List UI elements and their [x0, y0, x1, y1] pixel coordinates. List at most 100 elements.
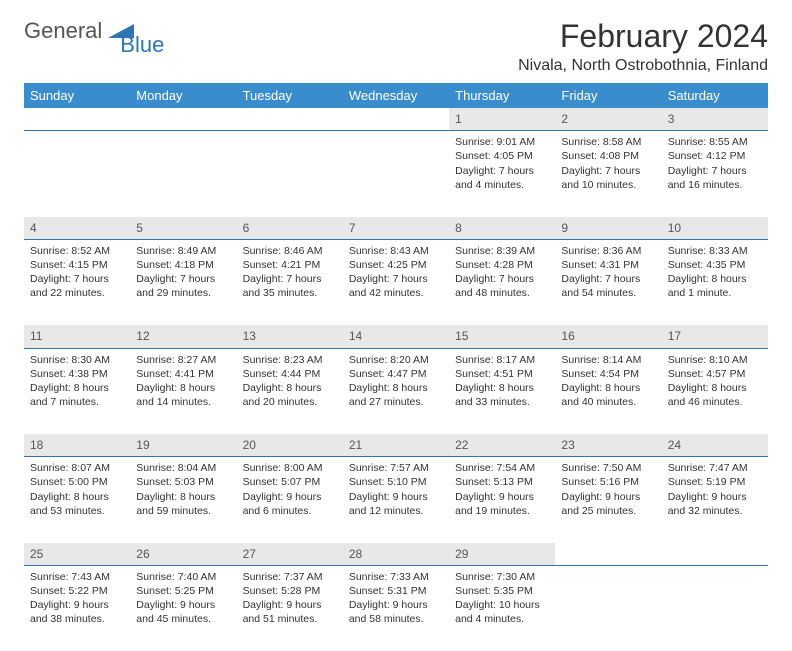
sunset-text: Sunset: 5:00 PM — [30, 475, 124, 489]
daylight-text: and 19 minutes. — [455, 504, 549, 518]
daylight-text: Daylight: 9 hours — [455, 490, 549, 504]
sunset-text: Sunset: 5:28 PM — [243, 584, 337, 598]
sunset-text: Sunset: 4:54 PM — [561, 367, 655, 381]
day-cell — [343, 131, 449, 217]
daylight-text: Daylight: 9 hours — [136, 598, 230, 612]
day-number: 14 — [343, 325, 449, 348]
sunset-text: Sunset: 4:12 PM — [668, 149, 762, 163]
daylight-text: Daylight: 8 hours — [455, 381, 549, 395]
sunset-text: Sunset: 4:05 PM — [455, 149, 549, 163]
day-cell: Sunrise: 8:49 AMSunset: 4:18 PMDaylight:… — [130, 239, 236, 325]
daylight-text: Daylight: 7 hours — [455, 164, 549, 178]
daylight-text: Daylight: 8 hours — [243, 381, 337, 395]
day-cell: Sunrise: 7:43 AMSunset: 5:22 PMDaylight:… — [24, 565, 130, 651]
day-number — [237, 108, 343, 131]
day-cell: Sunrise: 8:58 AMSunset: 4:08 PMDaylight:… — [555, 131, 661, 217]
sunset-text: Sunset: 5:10 PM — [349, 475, 443, 489]
day-number: 8 — [449, 217, 555, 240]
daylight-text: Daylight: 7 hours — [30, 272, 124, 286]
month-title: February 2024 — [518, 18, 768, 55]
day-cell: Sunrise: 8:46 AMSunset: 4:21 PMDaylight:… — [237, 239, 343, 325]
day-number: 20 — [237, 434, 343, 457]
header: General Blue February 2024 Nivala, North… — [24, 18, 768, 75]
day-cell — [662, 565, 768, 651]
day-number: 1 — [449, 108, 555, 131]
day-cell: Sunrise: 7:54 AMSunset: 5:13 PMDaylight:… — [449, 457, 555, 543]
day-number-row: 18192021222324 — [24, 434, 768, 457]
sunrise-text: Sunrise: 8:07 AM — [30, 461, 124, 475]
daylight-text: Daylight: 9 hours — [349, 490, 443, 504]
sunrise-text: Sunrise: 8:27 AM — [136, 353, 230, 367]
sunrise-text: Sunrise: 7:33 AM — [349, 570, 443, 584]
sunset-text: Sunset: 4:44 PM — [243, 367, 337, 381]
daylight-text: Daylight: 9 hours — [243, 598, 337, 612]
daylight-text: Daylight: 7 hours — [243, 272, 337, 286]
day-number-row: 2526272829 — [24, 543, 768, 566]
sunrise-text: Sunrise: 8:33 AM — [668, 244, 762, 258]
daylight-text: and 54 minutes. — [561, 286, 655, 300]
day-detail-row: Sunrise: 8:07 AMSunset: 5:00 PMDaylight:… — [24, 457, 768, 543]
daylight-text: Daylight: 8 hours — [136, 381, 230, 395]
day-number: 19 — [130, 434, 236, 457]
day-cell: Sunrise: 8:00 AMSunset: 5:07 PMDaylight:… — [237, 457, 343, 543]
day-number: 2 — [555, 108, 661, 131]
day-cell: Sunrise: 8:23 AMSunset: 4:44 PMDaylight:… — [237, 348, 343, 434]
sunrise-text: Sunrise: 8:49 AM — [136, 244, 230, 258]
sunset-text: Sunset: 5:35 PM — [455, 584, 549, 598]
day-number — [662, 543, 768, 566]
day-cell — [130, 131, 236, 217]
sunset-text: Sunset: 4:25 PM — [349, 258, 443, 272]
sunset-text: Sunset: 4:31 PM — [561, 258, 655, 272]
day-cell — [24, 131, 130, 217]
daylight-text: and 48 minutes. — [455, 286, 549, 300]
daylight-text: Daylight: 7 hours — [668, 164, 762, 178]
daylight-text: and 6 minutes. — [243, 504, 337, 518]
weekday-header: Tuesday — [237, 83, 343, 108]
daylight-text: Daylight: 9 hours — [668, 490, 762, 504]
daylight-text: and 7 minutes. — [30, 395, 124, 409]
sunrise-text: Sunrise: 7:40 AM — [136, 570, 230, 584]
sunrise-text: Sunrise: 7:50 AM — [561, 461, 655, 475]
day-cell: Sunrise: 7:33 AMSunset: 5:31 PMDaylight:… — [343, 565, 449, 651]
daylight-text: and 33 minutes. — [455, 395, 549, 409]
sunset-text: Sunset: 4:57 PM — [668, 367, 762, 381]
day-cell: Sunrise: 8:10 AMSunset: 4:57 PMDaylight:… — [662, 348, 768, 434]
day-number — [24, 108, 130, 131]
sunset-text: Sunset: 4:41 PM — [136, 367, 230, 381]
day-cell: Sunrise: 8:27 AMSunset: 4:41 PMDaylight:… — [130, 348, 236, 434]
weekday-header: Friday — [555, 83, 661, 108]
day-cell: Sunrise: 8:52 AMSunset: 4:15 PMDaylight:… — [24, 239, 130, 325]
sunrise-text: Sunrise: 8:36 AM — [561, 244, 655, 258]
daylight-text: and 22 minutes. — [30, 286, 124, 300]
daylight-text: Daylight: 7 hours — [561, 164, 655, 178]
sunrise-text: Sunrise: 7:54 AM — [455, 461, 549, 475]
day-number: 16 — [555, 325, 661, 348]
daylight-text: Daylight: 9 hours — [561, 490, 655, 504]
sunset-text: Sunset: 4:47 PM — [349, 367, 443, 381]
daylight-text: and 4 minutes. — [455, 612, 549, 626]
daylight-text: and 58 minutes. — [349, 612, 443, 626]
day-number-row: 11121314151617 — [24, 325, 768, 348]
daylight-text: Daylight: 8 hours — [30, 490, 124, 504]
daylight-text: and 42 minutes. — [349, 286, 443, 300]
weekday-header: Wednesday — [343, 83, 449, 108]
daylight-text: and 27 minutes. — [349, 395, 443, 409]
day-cell — [237, 131, 343, 217]
day-cell: Sunrise: 8:14 AMSunset: 4:54 PMDaylight:… — [555, 348, 661, 434]
day-number: 9 — [555, 217, 661, 240]
daylight-text: and 35 minutes. — [243, 286, 337, 300]
day-number: 21 — [343, 434, 449, 457]
daylight-text: Daylight: 7 hours — [136, 272, 230, 286]
day-number: 13 — [237, 325, 343, 348]
sunset-text: Sunset: 4:21 PM — [243, 258, 337, 272]
day-detail-row: Sunrise: 7:43 AMSunset: 5:22 PMDaylight:… — [24, 565, 768, 651]
day-number: 3 — [662, 108, 768, 131]
day-number: 25 — [24, 543, 130, 566]
sunrise-text: Sunrise: 8:58 AM — [561, 135, 655, 149]
daylight-text: Daylight: 9 hours — [349, 598, 443, 612]
day-cell: Sunrise: 8:17 AMSunset: 4:51 PMDaylight:… — [449, 348, 555, 434]
day-number: 17 — [662, 325, 768, 348]
sunrise-text: Sunrise: 8:39 AM — [455, 244, 549, 258]
daylight-text: Daylight: 8 hours — [30, 381, 124, 395]
day-number: 22 — [449, 434, 555, 457]
